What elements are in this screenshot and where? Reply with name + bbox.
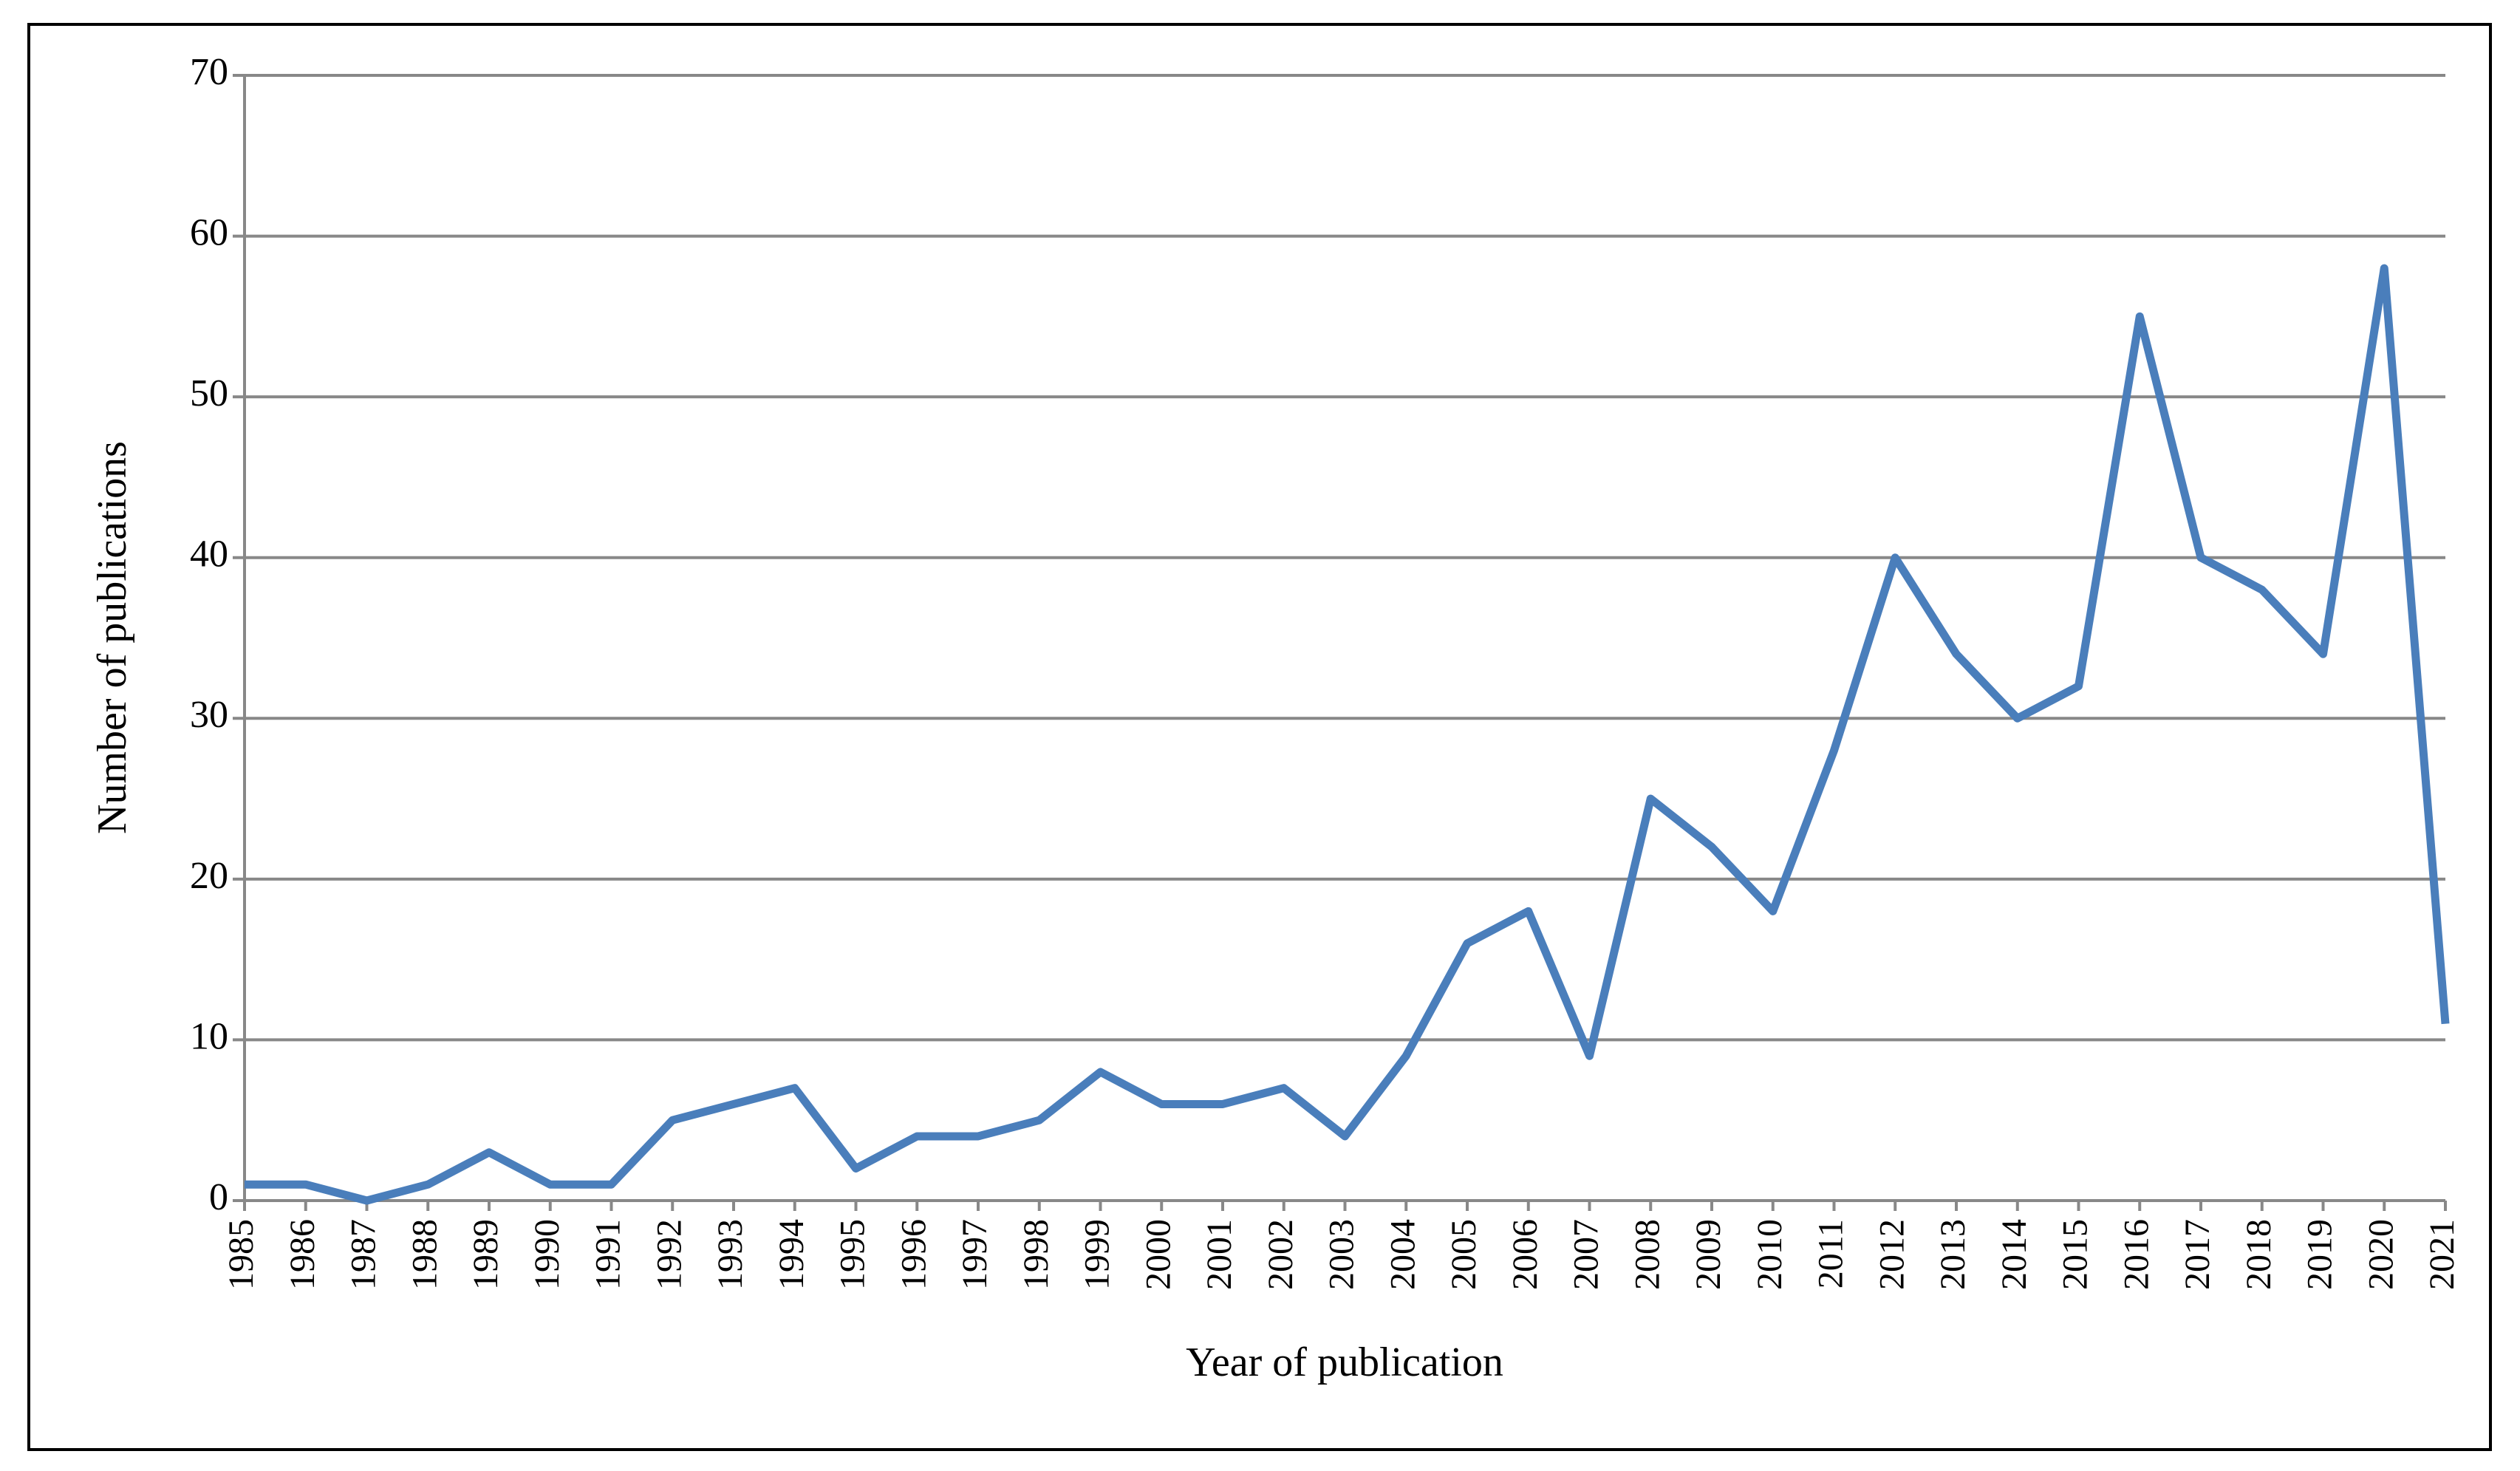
x-tick-label: 2011 — [1812, 1219, 1851, 1289]
x-tick-label: 2000 — [1138, 1219, 1178, 1290]
x-tick-label: 1993 — [711, 1219, 750, 1290]
x-tick-label: 1987 — [344, 1219, 383, 1290]
x-tick-label: 1989 — [466, 1219, 505, 1290]
x-tick-label: 1994 — [772, 1219, 811, 1290]
x-tick-label: 2006 — [1506, 1219, 1545, 1290]
x-tick-label: 1992 — [649, 1219, 689, 1290]
x-tick-label: 1996 — [894, 1219, 933, 1290]
x-tick-label: 2009 — [1689, 1219, 1728, 1290]
x-tick-label: 2008 — [1628, 1219, 1667, 1290]
x-tick-label: 1998 — [1017, 1219, 1056, 1290]
x-tick-label: 1986 — [283, 1219, 322, 1290]
x-tick-label: 2014 — [1995, 1219, 2034, 1290]
y-tick-label: 70 — [190, 51, 228, 93]
x-tick-label: 1999 — [1078, 1219, 1117, 1290]
frame — [27, 23, 2492, 1451]
x-tick-label: 1991 — [589, 1219, 628, 1290]
x-axis-title: Year of publication — [1186, 1339, 1503, 1385]
x-tick-label: 1988 — [405, 1219, 444, 1290]
y-tick-label: 30 — [190, 694, 228, 736]
x-tick-label: 1990 — [527, 1219, 567, 1290]
x-tick-label: 1997 — [955, 1219, 994, 1290]
x-tick-label: 2007 — [1567, 1219, 1606, 1290]
y-tick-label: 0 — [209, 1176, 228, 1218]
x-tick-label: 2003 — [1322, 1219, 1362, 1290]
x-tick-label: 2017 — [2178, 1219, 2217, 1290]
data-line — [245, 264, 2450, 1205]
x-tick-label: 2004 — [1383, 1219, 1422, 1290]
y-tick-label: 40 — [190, 533, 228, 576]
y-tick-label: 20 — [190, 855, 228, 897]
x-tick-label: 1985 — [222, 1219, 261, 1290]
x-tick-label: 2015 — [2056, 1219, 2095, 1290]
x-tick-label: 2013 — [1933, 1219, 1973, 1290]
y-tick-label: 10 — [190, 1015, 228, 1057]
x-tick-label: 2021 — [2422, 1219, 2462, 1290]
x-tick-label: 2002 — [1261, 1219, 1300, 1290]
x-tick-label: 1995 — [833, 1219, 873, 1290]
x-tick-label: 2019 — [2301, 1219, 2340, 1290]
y-tick-label: 60 — [190, 212, 228, 254]
x-tick-label: 2001 — [1200, 1219, 1239, 1290]
x-tick-label: 2018 — [2239, 1219, 2278, 1290]
x-tick-label: 2012 — [1872, 1219, 1911, 1290]
x-tick-label: 2010 — [1750, 1219, 1789, 1290]
x-tick-label: 2005 — [1444, 1219, 1483, 1290]
x-tick-label: 2020 — [2361, 1219, 2400, 1290]
y-tick-label: 50 — [190, 372, 228, 414]
x-tick-label: 2016 — [2117, 1219, 2156, 1290]
y-axis-title: Number of publications — [89, 441, 135, 834]
